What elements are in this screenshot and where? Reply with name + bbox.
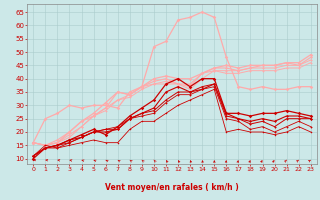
- X-axis label: Vent moyen/en rafales ( km/h ): Vent moyen/en rafales ( km/h ): [105, 183, 239, 192]
